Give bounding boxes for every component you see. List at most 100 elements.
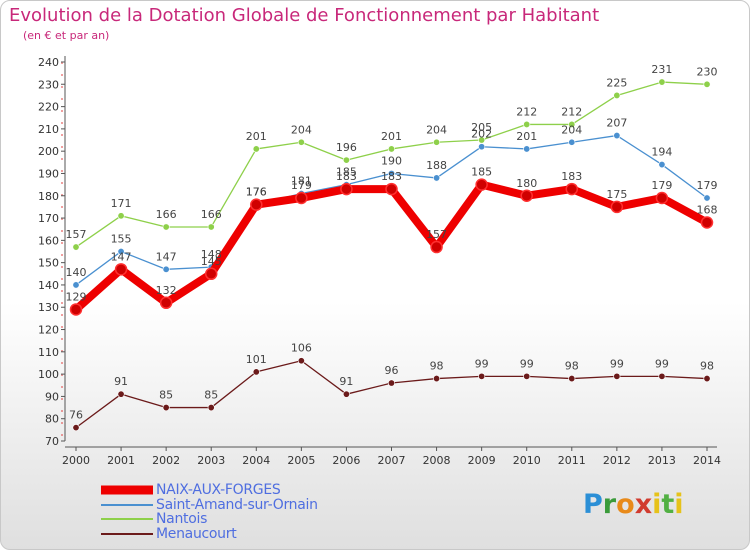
data-label-2: 196 bbox=[336, 141, 357, 154]
data-label-2: 231 bbox=[651, 63, 672, 76]
legend-swatch-nantois bbox=[101, 518, 153, 521]
series-point-0 bbox=[114, 263, 128, 276]
y-tick-label: 190 bbox=[38, 167, 59, 180]
legend-swatch-naix bbox=[101, 485, 153, 495]
series-point-3 bbox=[523, 372, 531, 380]
series-point-3 bbox=[252, 368, 260, 376]
series-point-0 bbox=[250, 198, 263, 211]
data-label-2: 205 bbox=[471, 121, 492, 134]
data-label-0: 183 bbox=[561, 170, 582, 183]
data-label-3: 98 bbox=[430, 360, 444, 373]
series-point-3 bbox=[658, 372, 666, 380]
series-point-2 bbox=[207, 223, 215, 231]
x-tick-label: 2009 bbox=[468, 454, 496, 467]
data-label-1: 188 bbox=[426, 159, 447, 172]
y-tick-label: 170 bbox=[38, 212, 59, 225]
data-label-3: 101 bbox=[246, 353, 267, 366]
data-label-1: 155 bbox=[111, 233, 132, 246]
data-label-3: 99 bbox=[475, 357, 489, 370]
x-tick-label: 2003 bbox=[197, 454, 225, 467]
data-label-1: 176 bbox=[246, 186, 267, 199]
proxiti-logo: Proxiti bbox=[583, 489, 684, 520]
y-tick-label: 230 bbox=[38, 78, 59, 91]
data-label-1: 204 bbox=[561, 123, 582, 136]
data-label-1: 181 bbox=[291, 175, 312, 188]
data-label-2: 212 bbox=[516, 105, 537, 118]
series-point-3 bbox=[117, 390, 125, 398]
series-point-1 bbox=[162, 265, 170, 273]
data-label-1: 207 bbox=[606, 117, 627, 130]
data-label-3: 99 bbox=[610, 357, 624, 370]
chart-title: Evolution de la Dotation Globale de Fonc… bbox=[9, 5, 600, 26]
series-point-0 bbox=[475, 178, 488, 191]
x-tick-label: 2005 bbox=[287, 454, 315, 467]
data-label-1: 179 bbox=[697, 179, 718, 192]
data-label-2: 166 bbox=[156, 208, 177, 221]
data-label-0: 185 bbox=[471, 166, 492, 179]
y-tick-label: 90 bbox=[45, 390, 59, 403]
series-point-2 bbox=[523, 120, 531, 128]
data-label-1: 140 bbox=[66, 266, 87, 279]
data-label-2: 212 bbox=[561, 105, 582, 118]
x-tick-label: 2004 bbox=[242, 454, 270, 467]
series-point-0 bbox=[655, 191, 669, 205]
series-point-1 bbox=[433, 174, 441, 182]
series-point-3 bbox=[703, 375, 711, 383]
data-label-3: 91 bbox=[114, 375, 128, 388]
y-tick-label: 110 bbox=[38, 346, 59, 359]
data-label-3: 96 bbox=[385, 364, 399, 377]
series-point-2 bbox=[568, 120, 576, 128]
series-point-2 bbox=[658, 78, 666, 86]
series-point-0 bbox=[520, 189, 533, 203]
data-label-1: 201 bbox=[516, 130, 537, 143]
y-tick-label: 200 bbox=[38, 145, 59, 158]
data-label-0: 145 bbox=[201, 255, 222, 268]
series-point-3 bbox=[478, 372, 486, 380]
series-point-1 bbox=[72, 281, 80, 289]
series-point-0 bbox=[159, 296, 173, 310]
data-label-1: 185 bbox=[336, 166, 357, 179]
series-point-0 bbox=[69, 303, 83, 316]
series-point-2 bbox=[252, 145, 260, 153]
series-point-1 bbox=[613, 132, 621, 140]
data-label-0: 175 bbox=[606, 188, 627, 201]
series-point-2 bbox=[387, 145, 395, 153]
y-tick-label: 240 bbox=[38, 56, 59, 69]
y-tick-label: 210 bbox=[38, 123, 59, 136]
series-point-0 bbox=[340, 182, 353, 196]
legend-label-saint-amand: Saint-Amand-sur-Ornain bbox=[156, 496, 318, 513]
x-tick-label: 2014 bbox=[693, 454, 721, 467]
series-point-0 bbox=[610, 200, 624, 214]
series-point-1 bbox=[658, 161, 666, 169]
data-label-3: 76 bbox=[69, 409, 83, 422]
x-tick-label: 2006 bbox=[332, 454, 360, 467]
data-label-0: 147 bbox=[111, 250, 132, 263]
y-tick-label: 70 bbox=[45, 435, 59, 448]
series-point-1 bbox=[478, 143, 486, 151]
data-label-3: 85 bbox=[204, 389, 218, 402]
data-label-1: 194 bbox=[651, 146, 672, 159]
data-label-1: 190 bbox=[381, 154, 402, 167]
data-label-2: 201 bbox=[381, 130, 402, 143]
y-tick-label: 120 bbox=[38, 324, 59, 337]
data-label-2: 230 bbox=[697, 65, 718, 78]
series-point-3 bbox=[613, 372, 621, 380]
data-label-3: 91 bbox=[339, 375, 353, 388]
data-label-3: 98 bbox=[700, 360, 714, 373]
y-tick-label: 180 bbox=[38, 190, 59, 203]
x-tick-label: 2011 bbox=[558, 454, 586, 467]
x-tick-label: 2000 bbox=[62, 454, 90, 467]
data-label-2: 204 bbox=[426, 123, 447, 136]
series-point-3 bbox=[162, 404, 170, 412]
legend-label-menaucourt: Menaucourt bbox=[156, 525, 237, 542]
data-label-3: 98 bbox=[565, 360, 579, 373]
x-tick-label: 2008 bbox=[423, 454, 451, 467]
data-label-3: 85 bbox=[159, 389, 173, 402]
legend-label-naix: NAIX-AUX-FORGES bbox=[156, 482, 281, 498]
legend-swatch-saint-amand bbox=[101, 503, 153, 506]
series-point-3 bbox=[207, 404, 215, 412]
data-label-0: 157 bbox=[426, 228, 447, 241]
x-tick-label: 2001 bbox=[107, 454, 135, 467]
series-point-0 bbox=[204, 267, 218, 281]
